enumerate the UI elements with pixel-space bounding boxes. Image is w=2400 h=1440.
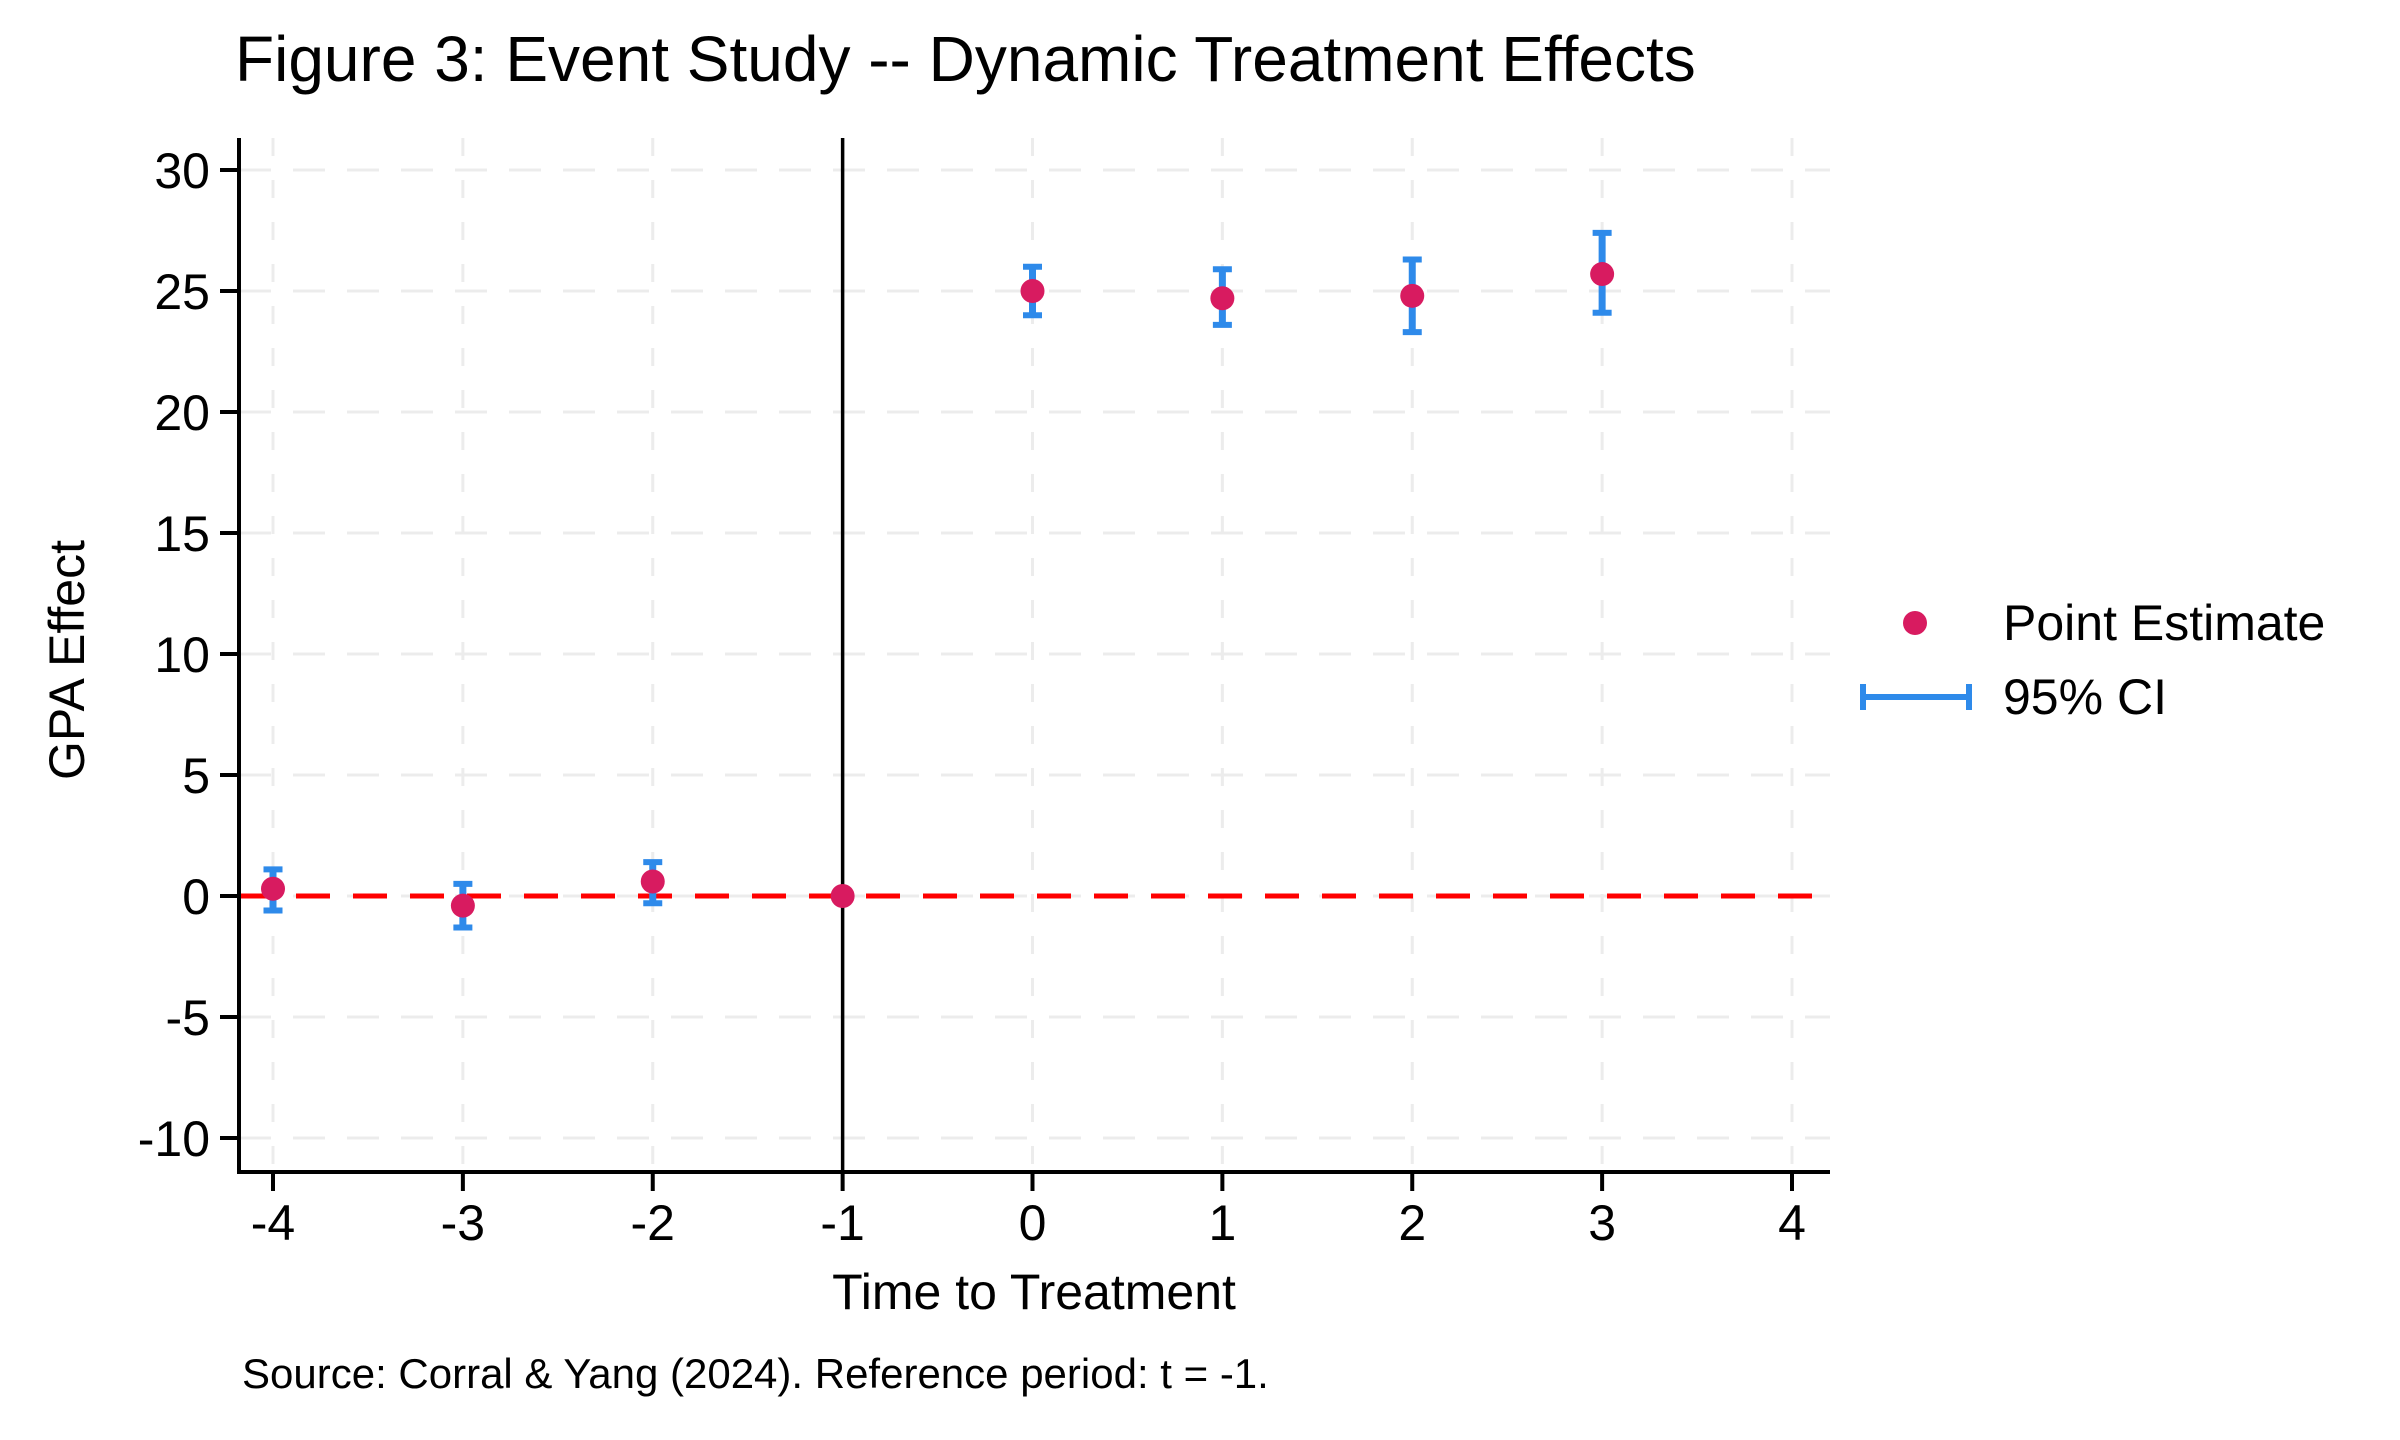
point-marker bbox=[1210, 286, 1235, 311]
point-marker bbox=[830, 884, 855, 908]
point-marker bbox=[450, 893, 475, 918]
y-tick-label: 0 bbox=[182, 869, 210, 925]
chart-title: Figure 3: Event Study -- Dynamic Treatme… bbox=[235, 23, 1696, 95]
source-note: Source: Corral & Yang (2024). Reference … bbox=[242, 1350, 1269, 1397]
x-tick-label: 1 bbox=[1208, 1195, 1236, 1251]
point-marker bbox=[261, 876, 285, 901]
x-tick-label: 3 bbox=[1588, 1195, 1616, 1251]
x-tick-label: 4 bbox=[1778, 1195, 1806, 1251]
y-tick-label: 20 bbox=[154, 385, 210, 441]
y-tick-label: 15 bbox=[154, 506, 210, 562]
x-tick-label: 2 bbox=[1398, 1195, 1426, 1251]
x-tick-label: -3 bbox=[441, 1195, 485, 1251]
y-axis-title: GPA Effect bbox=[39, 540, 95, 780]
point-marker bbox=[1590, 262, 1615, 287]
y-tick-label: -5 bbox=[166, 990, 210, 1046]
x-tick-label: 0 bbox=[1019, 1195, 1047, 1251]
y-tick-label: 25 bbox=[154, 264, 210, 320]
x-tick-label: -4 bbox=[251, 1195, 295, 1251]
y-tick-label: 10 bbox=[154, 627, 210, 683]
y-tick-label: -10 bbox=[138, 1111, 210, 1167]
point-marker bbox=[1400, 283, 1425, 308]
x-axis-title: Time to Treatment bbox=[832, 1264, 1236, 1320]
y-tick-label: 30 bbox=[154, 143, 210, 199]
x-tick-label: -2 bbox=[631, 1195, 675, 1251]
y-tick-label: 5 bbox=[182, 748, 210, 804]
x-tick-label: -1 bbox=[820, 1195, 864, 1251]
point-marker bbox=[1020, 279, 1045, 303]
point-marker bbox=[640, 869, 665, 894]
